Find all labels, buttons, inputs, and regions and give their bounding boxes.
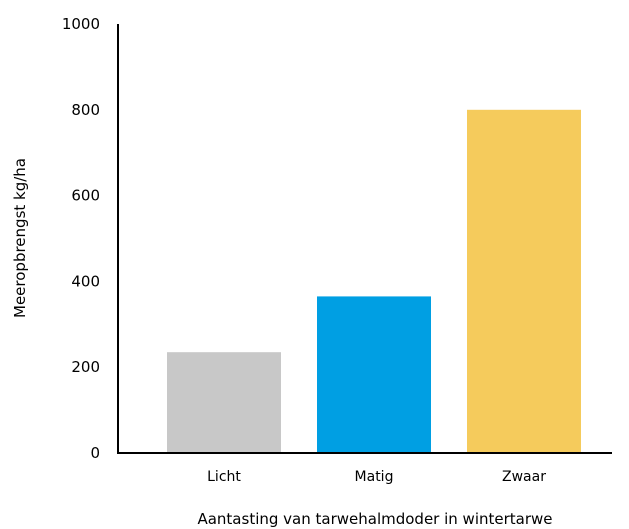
x-category-label: Licht xyxy=(207,469,241,485)
x-category-labels: Licht Matig Zwaar xyxy=(207,469,546,485)
bars-group xyxy=(167,109,581,454)
y-tick-label: 600 xyxy=(71,187,100,205)
x-category-label: Zwaar xyxy=(502,469,546,485)
y-tick-label: 200 xyxy=(71,358,100,376)
bar-licht xyxy=(167,352,281,453)
x-category-label: Matig xyxy=(355,469,394,485)
y-tick-label: 0 xyxy=(90,444,100,462)
y-tick-label: 400 xyxy=(71,272,100,290)
y-tick-label: 800 xyxy=(71,101,100,119)
bar-zwaar xyxy=(467,109,581,454)
y-tick-label: 1000 xyxy=(62,15,100,33)
bar-matig xyxy=(317,296,431,453)
x-axis-title: Aantasting van tarwehalmdoder in wintert… xyxy=(197,510,552,528)
y-tick-labels: 0 200 400 600 800 1000 xyxy=(62,15,100,462)
y-axis-title: Meeropbrengst kg/ha xyxy=(11,158,29,318)
